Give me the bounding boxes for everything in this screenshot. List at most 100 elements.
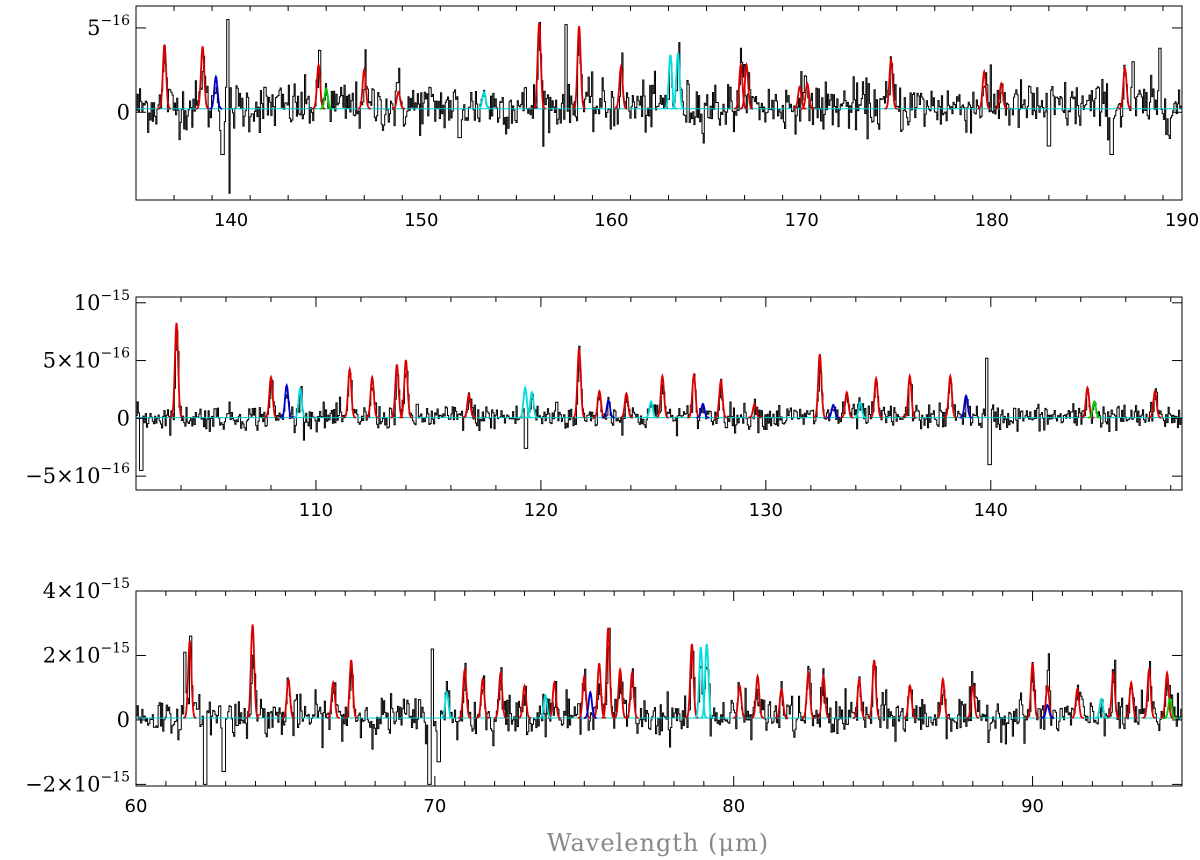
model-line-peak	[326, 679, 340, 719]
model-line-peak	[532, 22, 546, 110]
model-line-peak	[733, 683, 747, 719]
x-tick-label: 60	[125, 796, 148, 817]
model-line-peak	[655, 372, 669, 419]
model-line-peak	[644, 400, 658, 419]
model-line-peak	[280, 382, 294, 419]
model-line-peak	[1041, 683, 1054, 719]
model-line-peak	[1025, 662, 1040, 719]
panel-1: 140 150 160 170 180 190 5−16 0	[87, 5, 1199, 231]
model-line-peak	[1071, 686, 1084, 719]
model-line-peak	[1142, 666, 1156, 719]
model-line-peak	[816, 673, 830, 719]
model-line-peak	[1118, 65, 1132, 110]
model-line-peak	[1087, 400, 1101, 419]
panel-2: 110 120 130 140 10−15 5×10−16 0 −5×10−16	[25, 288, 1183, 521]
y-tick-label: 5−16	[87, 13, 130, 40]
model-line-peak	[1148, 389, 1162, 419]
model-line-peak	[1160, 669, 1174, 719]
model-line-peak	[775, 686, 788, 719]
model-line-peak	[282, 676, 295, 719]
model-line-peak	[399, 359, 413, 419]
x-tick-label: 170	[784, 210, 818, 231]
model-line-peak	[671, 52, 685, 110]
model-line-peak	[903, 683, 917, 719]
model-line-peak	[714, 378, 728, 419]
model-line-peak	[936, 676, 950, 719]
x-tick-label: 120	[524, 500, 558, 521]
model-line-peak	[593, 389, 606, 419]
model-line-peak	[572, 25, 586, 110]
x-tick-label: 140	[214, 210, 248, 231]
x-tick-label: 110	[299, 500, 333, 521]
model-line-peak	[625, 669, 639, 719]
model-line-peak	[365, 374, 379, 419]
observed-spectrum	[136, 329, 1182, 471]
plot-area	[136, 19, 1182, 194]
model-line-peak	[619, 391, 633, 419]
model-line-peak	[577, 673, 591, 719]
model-line-peak	[614, 63, 628, 110]
model-line-peak	[959, 394, 973, 419]
model-line-peak	[1081, 385, 1094, 419]
x-tick-label: 70	[423, 796, 446, 817]
x-tick-label: 160	[594, 210, 628, 231]
model-line-peak	[903, 372, 917, 419]
model-line-peak	[1163, 697, 1177, 719]
model-line-peak	[319, 86, 333, 110]
model-line-peak	[994, 81, 1008, 110]
model-line-peak	[344, 659, 358, 719]
model-line-peak	[494, 669, 507, 719]
model-line-peak	[357, 67, 371, 110]
model-line-peak	[158, 44, 171, 110]
y-tick-label: 0	[117, 100, 130, 124]
model-line-peak	[196, 46, 209, 110]
y-tick-label: 10−15	[74, 288, 130, 315]
model-line-peak	[802, 669, 815, 719]
model-line-peak	[884, 56, 898, 110]
model-line-peak	[1124, 679, 1138, 719]
y-tick-label: −5×10−16	[25, 461, 130, 488]
model-line-peak	[518, 385, 532, 419]
x-tick-label: 150	[404, 210, 438, 231]
axes-frame	[135, 5, 1183, 201]
model-line-peak	[977, 68, 991, 110]
x-axis-title: Wavelength (μm)	[547, 829, 769, 857]
panel-3: 60 70 80 90 4×10−15 2×10−15 0 −2×10−15	[25, 576, 1183, 817]
model-line-peak	[601, 627, 615, 719]
model-line-peak	[943, 372, 957, 419]
plot-area	[136, 624, 1182, 785]
y-tick-label: 0	[117, 708, 130, 732]
model-line-peak	[696, 402, 710, 419]
model-line-peak	[518, 683, 531, 719]
model-line-peak	[734, 61, 748, 110]
model-line-peak	[853, 401, 867, 419]
model-line-peak	[867, 659, 881, 719]
model-line-peak	[572, 348, 586, 419]
plot-area	[136, 322, 1182, 471]
axes-frame	[135, 296, 1183, 491]
model-line-peak	[602, 398, 615, 419]
model-line-peak	[209, 74, 223, 110]
model-line-peak	[264, 374, 278, 419]
x-tick-label: 130	[749, 500, 783, 521]
model-line-peak	[462, 392, 476, 419]
x-tick-label: 190	[1165, 210, 1199, 231]
model-line-peak	[687, 371, 701, 419]
model-line-peak	[293, 386, 307, 419]
y-tick-label: 0	[117, 406, 130, 430]
model-line-peak	[458, 666, 472, 719]
model-line-peak	[1094, 697, 1108, 719]
model-line-peak	[1041, 703, 1054, 719]
observed-spectrum	[136, 19, 1182, 194]
y-tick-label: 2×10−15	[43, 640, 130, 667]
model-line-peak	[245, 624, 260, 719]
model-line-peak	[685, 643, 699, 719]
model-line-peak	[869, 375, 883, 419]
model-line-peak	[694, 646, 708, 719]
observed-spectrum	[136, 627, 1182, 785]
y-tick-label: 5×10−16	[43, 346, 130, 373]
model-line-peak	[525, 390, 539, 419]
model-line-peak	[1106, 669, 1120, 719]
axes-frame	[135, 590, 1183, 787]
